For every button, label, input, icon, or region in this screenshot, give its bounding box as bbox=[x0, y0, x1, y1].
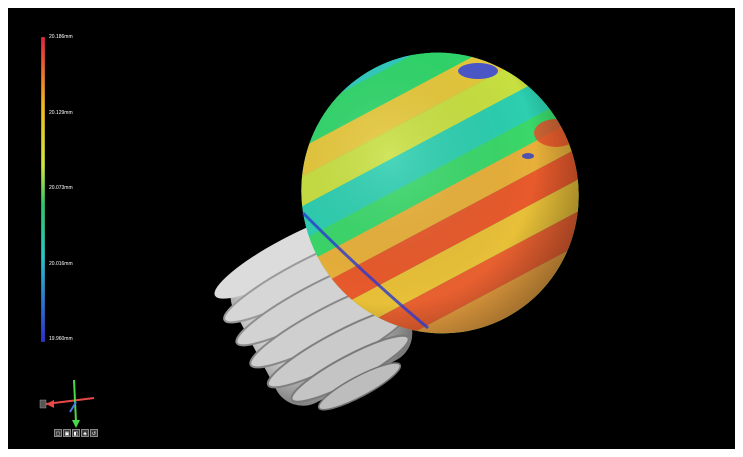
view-side-icon[interactable]: ◧ bbox=[72, 429, 80, 437]
color-scale-bar bbox=[41, 37, 45, 342]
view-iso-icon[interactable]: ◈ bbox=[81, 429, 89, 437]
scale-label-max: 20.186mm bbox=[49, 34, 73, 40]
scale-label-2: 20.129mm bbox=[49, 110, 73, 116]
scale-label-3: 20.073mm bbox=[49, 185, 73, 191]
view-buttons: ▢ ▣ ◧ ◈ ↺ bbox=[54, 429, 98, 438]
view-reset-icon[interactable]: ↺ bbox=[90, 429, 98, 437]
3d-viewport[interactable]: 20.186mm 20.129mm 20.073mm 20.016mm 19.9… bbox=[8, 8, 735, 449]
coordinate-axes-icon bbox=[39, 379, 95, 428]
light-bulb-3d-model[interactable] bbox=[8, 8, 735, 449]
view-front-icon[interactable]: ▢ bbox=[54, 429, 62, 437]
scale-label-4: 20.016mm bbox=[49, 261, 73, 267]
view-top-icon[interactable]: ▣ bbox=[63, 429, 71, 437]
scale-label-min: 19.960mm bbox=[49, 336, 73, 342]
